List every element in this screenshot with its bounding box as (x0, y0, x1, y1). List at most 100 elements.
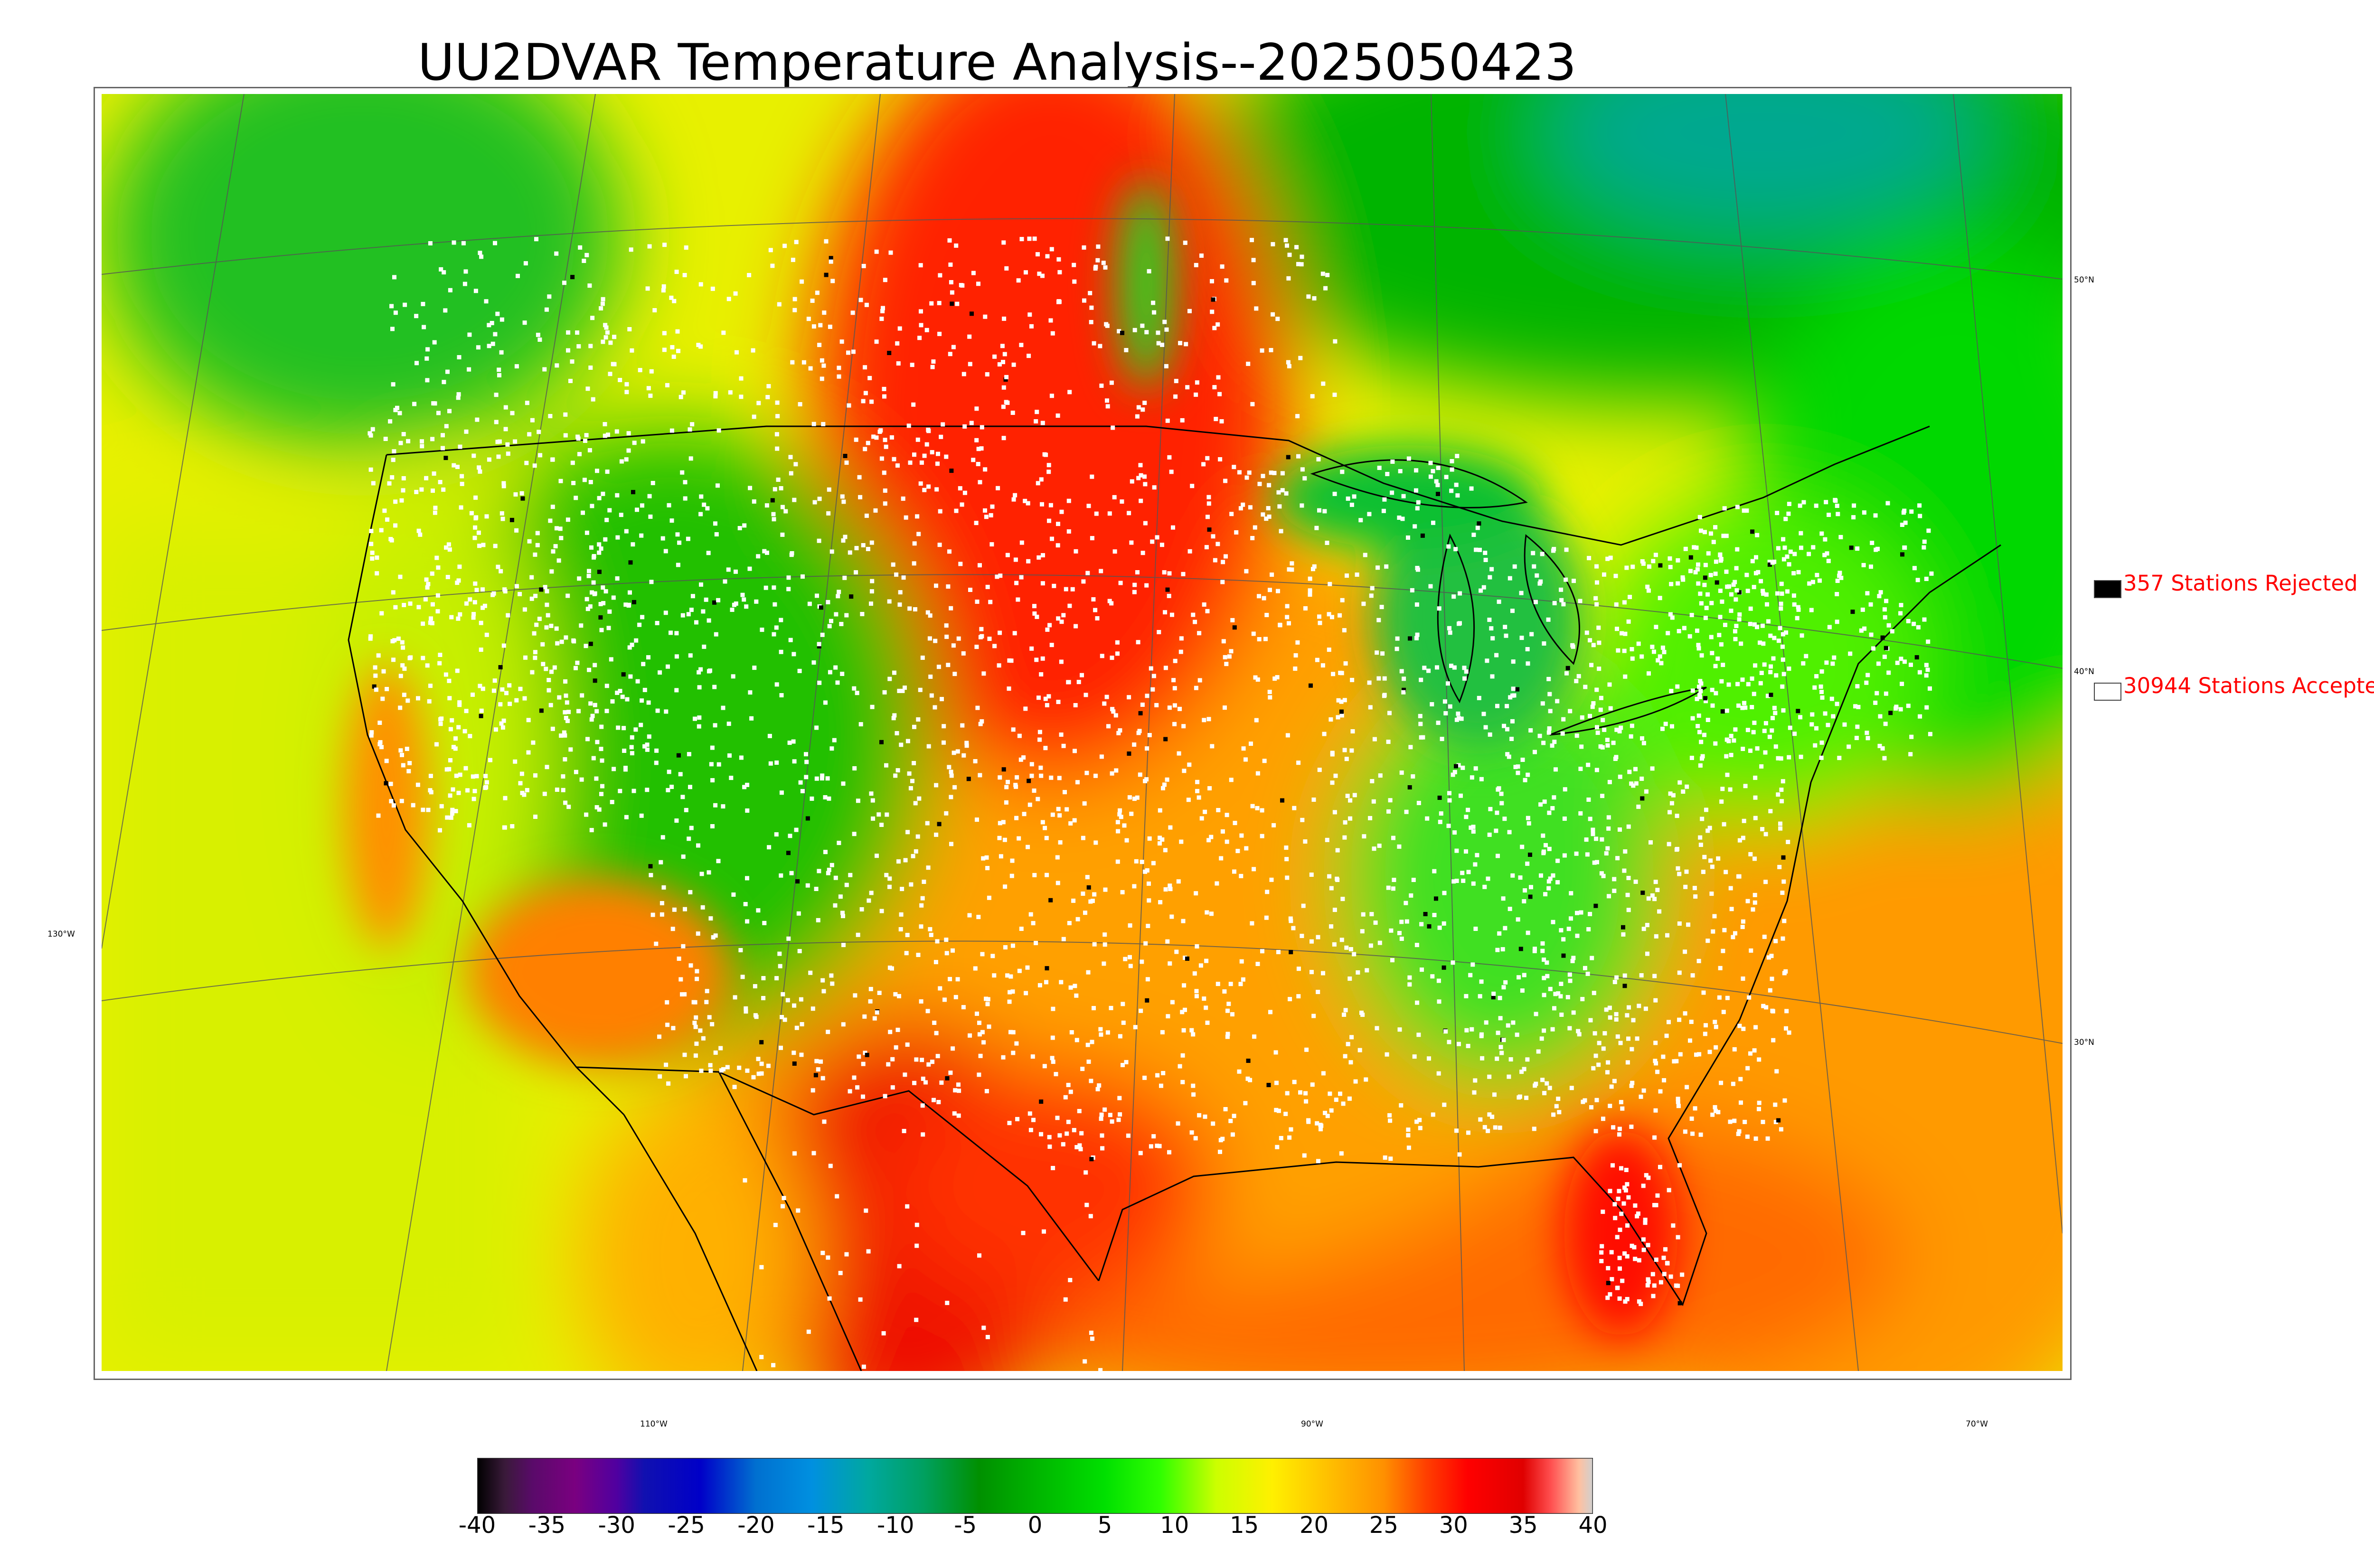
station-marker (1540, 701, 1545, 706)
station-marker (472, 600, 477, 605)
station-marker (1010, 858, 1015, 863)
station-marker (1462, 676, 1467, 681)
station-marker (1414, 943, 1419, 948)
station-marker (960, 723, 965, 728)
station-marker (1197, 678, 1202, 683)
station-marker (1047, 518, 1051, 523)
station-marker (1489, 626, 1494, 631)
station-marker (1397, 844, 1402, 849)
station-marker (442, 270, 446, 275)
station-marker (1645, 584, 1650, 589)
station-marker (1529, 885, 1533, 890)
station-marker (727, 753, 732, 758)
station-marker (545, 765, 549, 770)
station-marker (797, 949, 802, 953)
station-marker (684, 807, 688, 812)
station-marker (1696, 958, 1701, 963)
station-marker (944, 634, 949, 639)
station-marker (1267, 483, 1272, 488)
station-marker (844, 883, 849, 887)
station-marker (618, 378, 622, 382)
station-marker (1246, 1059, 1251, 1063)
station-marker (1136, 640, 1140, 645)
station-marker (1639, 1094, 1643, 1099)
station-marker (946, 584, 951, 589)
station-marker (1593, 903, 1598, 908)
station-marker (1559, 587, 1564, 592)
station-marker (1222, 989, 1227, 994)
station-marker (1316, 935, 1320, 939)
station-marker (1191, 612, 1196, 617)
station-marker (1785, 589, 1790, 594)
station-marker (675, 329, 680, 334)
temperature-analysis-map[interactable] (102, 94, 2063, 1371)
station-marker (1311, 567, 1315, 572)
station-marker (564, 693, 568, 698)
station-marker (1122, 823, 1127, 828)
station-marker (1436, 466, 1441, 470)
station-marker (806, 317, 811, 321)
station-marker (1239, 833, 1244, 838)
station-marker (1471, 881, 1476, 886)
station-marker (1418, 1126, 1423, 1130)
station-marker (591, 397, 595, 402)
station-marker (1641, 1248, 1646, 1252)
station-marker (612, 362, 617, 366)
station-marker (1406, 1127, 1411, 1132)
station-marker (1669, 582, 1674, 586)
station-marker (752, 499, 756, 504)
station-marker (821, 989, 826, 994)
station-marker (1542, 958, 1546, 962)
station-marker (843, 535, 848, 539)
station-marker (497, 373, 501, 377)
station-marker (1637, 1258, 1641, 1263)
station-marker (1183, 956, 1187, 960)
map-title: UU2DVAR Temperature Analysis--2025050423 (417, 33, 1577, 92)
station-marker (1640, 559, 1645, 563)
station-marker (1329, 1108, 1334, 1113)
station-marker (1036, 481, 1040, 486)
station-marker (1470, 962, 1475, 967)
station-marker (1014, 1041, 1019, 1046)
station-marker (1536, 1049, 1541, 1054)
station-marker (1736, 1132, 1741, 1136)
station-marker (1600, 794, 1605, 798)
station-marker (1147, 733, 1152, 737)
station-marker (1452, 665, 1457, 670)
station-marker (666, 1081, 671, 1086)
station-marker (1063, 1297, 1068, 1302)
station-marker (1901, 510, 1906, 515)
station-marker (1813, 743, 1818, 748)
station-marker (928, 675, 933, 679)
station-marker (471, 692, 475, 697)
station-marker (1438, 819, 1442, 824)
station-marker (1716, 856, 1721, 861)
station-marker (937, 822, 942, 826)
station-marker (1418, 722, 1423, 726)
station-marker (1779, 756, 1783, 761)
station-marker (699, 872, 704, 876)
station-marker (716, 483, 720, 488)
station-marker (1576, 1029, 1581, 1033)
station-marker (1489, 567, 1494, 572)
station-marker (390, 327, 395, 331)
station-marker (387, 481, 392, 486)
station-marker (1047, 1135, 1052, 1139)
station-marker (649, 580, 654, 584)
station-marker (1719, 799, 1724, 804)
station-marker (870, 798, 875, 803)
station-marker (892, 670, 896, 675)
station-marker (1089, 1079, 1093, 1083)
station-marker (1578, 811, 1583, 816)
station-marker (1675, 814, 1679, 818)
station-marker (1139, 473, 1143, 478)
station-marker (1110, 707, 1115, 712)
station-marker (456, 725, 461, 730)
station-marker (1709, 601, 1714, 605)
station-marker (454, 773, 459, 778)
station-marker (592, 554, 596, 558)
station-marker (597, 542, 602, 547)
station-marker (1300, 817, 1305, 822)
station-marker (818, 323, 823, 328)
station-marker (1762, 934, 1767, 939)
